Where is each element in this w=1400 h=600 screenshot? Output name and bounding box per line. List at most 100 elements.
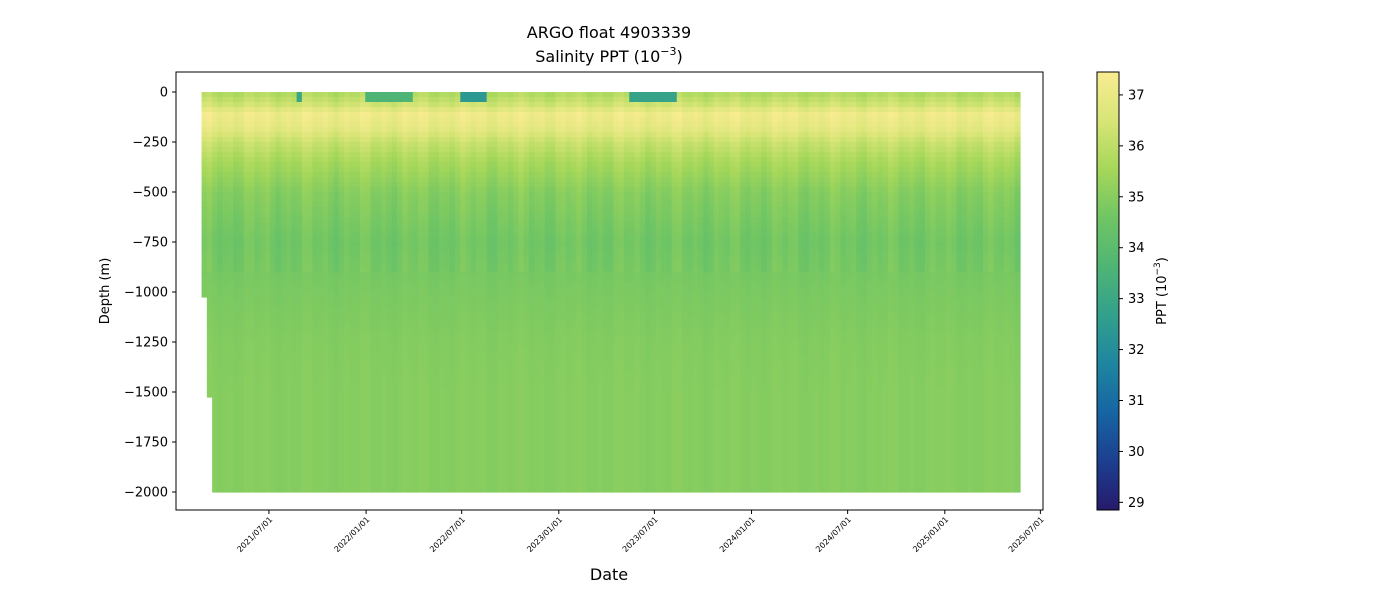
salinity-cell (412, 262, 419, 268)
salinity-cell (423, 262, 430, 268)
salinity-cell (465, 402, 472, 408)
salinity-cell (370, 207, 377, 213)
salinity-cell (312, 157, 319, 163)
salinity-cell (507, 307, 514, 313)
salinity-cell (460, 322, 467, 328)
salinity-cell (486, 277, 493, 283)
salinity-cell (328, 367, 335, 373)
salinity-cell (254, 212, 261, 218)
salinity-cell (381, 172, 387, 178)
salinity-cell (328, 372, 335, 378)
salinity-cell (349, 122, 356, 128)
salinity-cell (264, 257, 271, 263)
salinity-cell (386, 477, 393, 483)
salinity-cell (518, 482, 525, 488)
salinity-cell (338, 392, 345, 398)
salinity-cell (418, 222, 424, 228)
salinity-cell (444, 217, 451, 223)
salinity-cell (428, 197, 435, 203)
salinity-cell (359, 377, 366, 383)
salinity-cell (481, 297, 488, 303)
salinity-cell (396, 442, 403, 448)
salinity-cell (486, 472, 493, 478)
salinity-cell (470, 472, 477, 478)
salinity-cell (323, 402, 329, 408)
salinity-cell (254, 197, 261, 203)
salinity-cell (449, 262, 456, 268)
salinity-cell (460, 342, 467, 348)
salinity-cell (518, 397, 525, 403)
salinity-cell (354, 402, 361, 408)
salinity-cell (238, 247, 245, 253)
salinity-cell (264, 322, 271, 328)
salinity-cell (254, 472, 261, 478)
salinity-cell (243, 387, 250, 393)
salinity-cell (396, 467, 403, 473)
salinity-cell (418, 232, 424, 238)
salinity-cell (470, 212, 477, 218)
salinity-cell (291, 247, 298, 253)
salinity-cell (402, 132, 409, 138)
salinity-cell (365, 457, 372, 463)
salinity-cell (206, 207, 213, 213)
salinity-cell (375, 222, 382, 228)
salinity-cell (238, 242, 245, 248)
salinity-cell (528, 152, 535, 158)
salinity-cell (481, 307, 488, 313)
salinity-cell (222, 297, 229, 303)
salinity-cell (349, 302, 356, 308)
salinity-cell (407, 157, 414, 163)
salinity-cell (323, 247, 329, 253)
salinity-cell (222, 347, 229, 353)
salinity-cell (344, 287, 351, 293)
salinity-cell (233, 327, 240, 333)
salinity-cell (286, 142, 292, 148)
salinity-cell (386, 257, 393, 263)
salinity-cell (217, 367, 224, 373)
salinity-cell (491, 477, 498, 483)
salinity-cell (333, 92, 340, 98)
salinity-cell (344, 282, 351, 288)
salinity-cell (523, 302, 530, 308)
salinity-cell (280, 482, 287, 488)
salinity-cell (507, 382, 514, 388)
salinity-cell (439, 437, 446, 443)
salinity-cell (497, 272, 504, 278)
salinity-cell (460, 367, 467, 373)
salinity-cell (359, 92, 366, 98)
salinity-cell (423, 107, 430, 113)
salinity-cell (323, 102, 329, 108)
salinity-cell (423, 192, 430, 198)
salinity-cell (217, 147, 224, 153)
salinity-cell (354, 417, 361, 423)
salinity-cell (301, 357, 308, 363)
salinity-cell (523, 412, 530, 418)
salinity-cell (206, 337, 213, 343)
salinity-cell (217, 182, 224, 188)
salinity-cell (264, 357, 271, 363)
salinity-cell (481, 372, 488, 378)
salinity-cell (307, 442, 314, 448)
salinity-cell (280, 177, 287, 183)
salinity-cell (523, 292, 530, 298)
salinity-cell (455, 142, 461, 148)
salinity-cell (528, 132, 535, 138)
salinity-cell (428, 442, 435, 448)
salinity-cell (460, 437, 467, 443)
salinity-cell (206, 167, 213, 173)
salinity-cell (243, 107, 250, 113)
salinity-cell (486, 487, 493, 493)
salinity-cell (249, 392, 255, 398)
salinity-cell (444, 252, 451, 258)
salinity-cell (270, 107, 277, 113)
salinity-cell (291, 122, 298, 128)
salinity-cell (502, 157, 509, 163)
salinity-cell (391, 407, 398, 413)
salinity-cell (428, 132, 435, 138)
salinity-cell (212, 377, 219, 383)
salinity-cell (428, 457, 435, 463)
salinity-cell (354, 362, 361, 368)
salinity-cell (359, 332, 366, 338)
salinity-cell (423, 237, 430, 243)
salinity-cell (333, 477, 340, 483)
